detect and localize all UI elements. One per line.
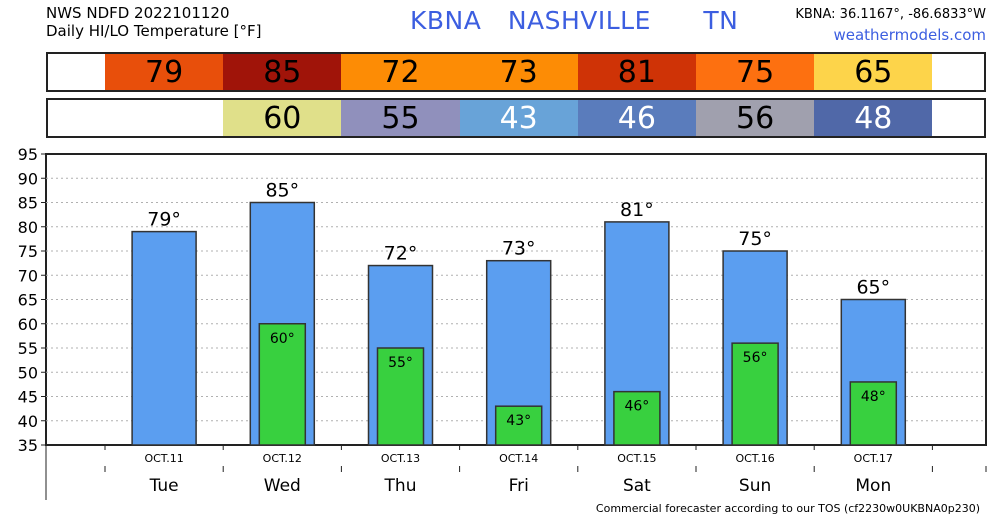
hi-cell: 73 <box>459 54 578 90</box>
hi-label: 73° <box>502 238 536 260</box>
lo-label: 46° <box>624 399 649 415</box>
hi-bar <box>840 298 907 446</box>
lo-bar <box>258 323 307 446</box>
hi-cell: 79 <box>105 54 224 90</box>
hi-bar <box>249 201 316 446</box>
date-label: OCT.15 <box>617 452 656 465</box>
y-tick-label: 80 <box>18 218 38 237</box>
lo-label: 56° <box>743 350 768 366</box>
y-tick-label: 55 <box>18 339 38 358</box>
station-title: KBNA NASHVILLE TN <box>410 6 756 35</box>
lo-label: 48° <box>861 389 886 405</box>
chart-title: Daily HI/LO Temperature [°F] <box>46 22 262 40</box>
lo-bar <box>613 390 661 446</box>
lo-cell: 43 <box>459 100 578 136</box>
header-left: NWS NDFD 2022101120 Daily HI/LO Temperat… <box>46 4 262 40</box>
hi-label: 85° <box>265 180 299 202</box>
y-tick-label: 50 <box>18 363 38 382</box>
station-id: KBNA <box>410 6 482 35</box>
hi-bar <box>604 221 670 446</box>
hi-bar <box>722 250 788 446</box>
y-tick-label: 35 <box>18 436 38 455</box>
site-link[interactable]: weathermodels.com <box>833 26 986 44</box>
y-tick-label: 40 <box>18 412 38 431</box>
y-tick-label: 45 <box>18 388 38 407</box>
day-label: Wed <box>264 476 301 496</box>
hi-bar <box>367 264 434 446</box>
footer-note: Commercial forecaster according to our T… <box>595 502 980 515</box>
date-label: OCT.16 <box>735 452 774 465</box>
day-label: Mon <box>855 476 891 496</box>
lo-label: 55° <box>388 355 413 371</box>
lo-cell: 55 <box>341 100 460 136</box>
hi-label: 72° <box>384 243 418 265</box>
hi-cell: 72 <box>341 54 460 90</box>
hi-bar <box>131 230 197 446</box>
model-run-label: NWS NDFD 2022101120 <box>46 4 230 22</box>
day-label: Sat <box>623 476 651 496</box>
date-label: OCT.13 <box>381 452 420 465</box>
hi-cell: 85 <box>223 54 342 90</box>
plot-frame <box>45 153 987 446</box>
lo-bar <box>376 347 425 446</box>
day-label: Thu <box>384 476 417 496</box>
lo-cell: 48 <box>814 100 933 136</box>
day-label: Sun <box>739 476 771 496</box>
lo-bar <box>494 405 543 446</box>
lo-temp-strip: 60 55 43 46 56 48 <box>46 98 986 138</box>
hi-temp-strip: 79 85 72 73 81 75 65 <box>46 52 986 92</box>
hi-label: 75° <box>738 228 772 250</box>
lo-label: 60° <box>270 331 295 347</box>
y-tick-label: 75 <box>18 242 38 261</box>
lo-cell: 60 <box>223 100 342 136</box>
lo-label: 43° <box>506 413 531 429</box>
date-label: OCT.14 <box>499 452 538 465</box>
day-label: Tue <box>149 476 179 496</box>
hi-cell: 81 <box>577 54 696 90</box>
hi-label: 65° <box>856 277 890 299</box>
y-tick-label: 70 <box>18 266 38 285</box>
y-tick-label: 90 <box>18 169 38 188</box>
day-label: Fri <box>509 476 529 496</box>
station-coords: KBNA: 36.1167°, -86.6833°W <box>795 7 986 22</box>
header-right: KBNA: 36.1167°, -86.6833°W weathermodels… <box>795 5 986 45</box>
y-tick-label: 85 <box>18 194 38 213</box>
date-label: OCT.17 <box>854 452 893 465</box>
hi-cell: 75 <box>696 54 815 90</box>
hi-label: 79° <box>147 209 181 231</box>
lo-bar <box>849 381 898 446</box>
date-label: OCT.12 <box>263 452 302 465</box>
hi-label: 81° <box>620 199 654 221</box>
y-tick-label: 60 <box>18 315 38 334</box>
date-label: OCT.11 <box>144 452 183 465</box>
lo-bar <box>731 342 779 446</box>
hi-bar <box>485 259 552 446</box>
y-tick-label: 95 <box>18 145 38 164</box>
hi-cell: 65 <box>814 54 933 90</box>
city-name: NASHVILLE <box>507 6 651 35</box>
state-name: TN <box>703 6 739 35</box>
y-tick-label: 65 <box>18 291 38 310</box>
lo-cell: 56 <box>696 100 815 136</box>
lo-cell: 46 <box>577 100 696 136</box>
